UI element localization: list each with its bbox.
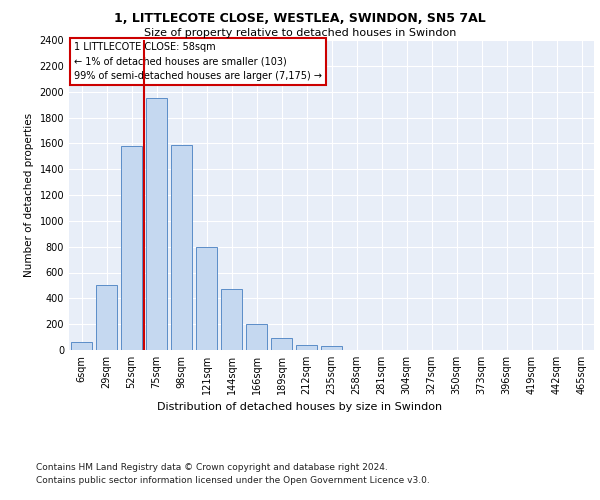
Bar <box>196 246 217 350</box>
Text: Contains public sector information licensed under the Open Government Licence v3: Contains public sector information licen… <box>36 476 430 485</box>
Text: Size of property relative to detached houses in Swindon: Size of property relative to detached ho… <box>144 28 456 38</box>
Text: 1, LITTLECOTE CLOSE, WESTLEA, SWINDON, SN5 7AL: 1, LITTLECOTE CLOSE, WESTLEA, SWINDON, S… <box>114 12 486 26</box>
Bar <box>96 286 117 350</box>
Bar <box>146 98 167 350</box>
Bar <box>121 146 142 350</box>
Text: Contains HM Land Registry data © Crown copyright and database right 2024.: Contains HM Land Registry data © Crown c… <box>36 462 388 471</box>
Text: 1 LITTLECOTE CLOSE: 58sqm
← 1% of detached houses are smaller (103)
99% of semi-: 1 LITTLECOTE CLOSE: 58sqm ← 1% of detach… <box>74 42 322 81</box>
Bar <box>246 324 267 350</box>
Y-axis label: Number of detached properties: Number of detached properties <box>24 113 34 277</box>
Bar <box>171 144 192 350</box>
Bar <box>271 338 292 350</box>
Bar <box>71 342 92 350</box>
Bar <box>296 346 317 350</box>
Text: Distribution of detached houses by size in Swindon: Distribution of detached houses by size … <box>157 402 443 412</box>
Bar <box>321 346 342 350</box>
Bar <box>221 288 242 350</box>
